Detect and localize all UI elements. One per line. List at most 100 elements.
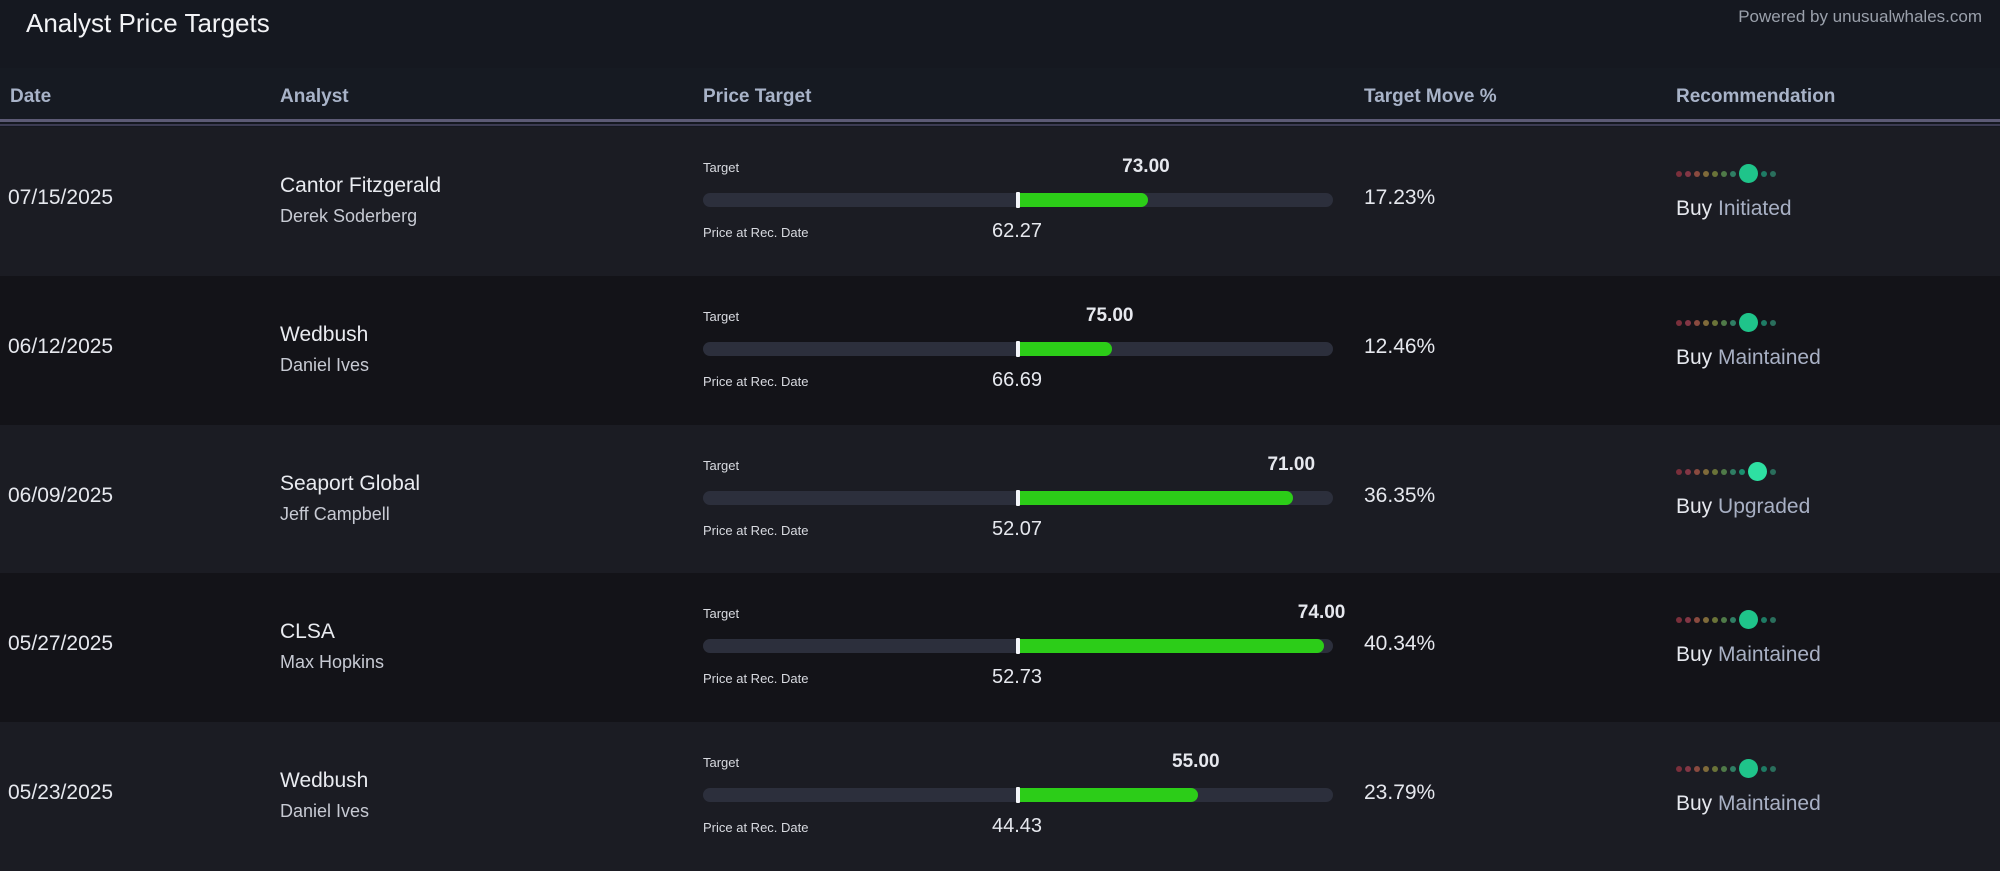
rating-dot: [1721, 171, 1727, 177]
table-row[interactable]: 06/12/2025 Wedbush Daniel Ives Target 75…: [0, 275, 2000, 425]
rating-dot: [1761, 319, 1767, 326]
table-header: Date Analyst Price Target Target Move % …: [0, 68, 2000, 120]
rating-dot: [1703, 468, 1709, 475]
rating-selected-dot: [1739, 759, 1758, 779]
rating-selected-dot: [1739, 610, 1758, 630]
rating-dot: [1694, 171, 1700, 177]
row-analyst: Daniel Ives: [280, 801, 370, 822]
price-at-rec-value: 66.69: [991, 368, 1043, 391]
rating-dot: [1676, 171, 1682, 177]
target-label: Target: [703, 160, 740, 175]
price-target-bar: Target 74.00 Price at Rec. Date 52.73: [703, 573, 1345, 721]
rating-dot: [1770, 617, 1776, 624]
rating-dot: [1730, 319, 1736, 326]
rating-dot: [1676, 766, 1682, 773]
header-divider-secondary: [0, 124, 2000, 126]
price-target-bar: Target 55.00 Price at Rec. Date 44.43: [703, 722, 1333, 870]
target-value: 73.00: [1122, 156, 1170, 177]
rating-dot: [1770, 468, 1776, 475]
rating-dot: [1685, 319, 1691, 326]
column-header-price-target[interactable]: Price Target: [703, 86, 812, 107]
recommendation-text: Buy Maintained: [1676, 346, 1821, 370]
rating-dot: [1712, 171, 1718, 177]
recommendation: Buy Maintained: [1676, 276, 1976, 424]
rating-dot: [1703, 171, 1709, 177]
rating-dot: [1730, 766, 1736, 773]
column-header-date[interactable]: Date: [10, 86, 52, 107]
recommendation: Buy Upgraded: [1676, 425, 1976, 573]
rec-price-marker: [1016, 340, 1020, 357]
rating-dot: [1685, 171, 1691, 177]
target-label: Target: [703, 457, 740, 473]
column-header-recommendation[interactable]: Recommendation: [1676, 86, 1836, 107]
row-analyst: Derek Soderberg: [280, 206, 418, 226]
powered-by-link[interactable]: Powered by unusualwhales.com: [1738, 7, 1982, 26]
recommendation-text: Buy Initiated: [1676, 197, 1792, 221]
rec-type: Maintained: [1718, 345, 1821, 369]
table-row[interactable]: 05/27/2025 CLSA Max Hopkins Target 74.00…: [0, 573, 2000, 723]
rec-type: Maintained: [1718, 792, 1821, 816]
rating-scale: [1676, 461, 1876, 482]
rating-dot: [1685, 468, 1691, 475]
price-at-rec-label: Price at Rec. Date: [703, 522, 809, 538]
table-row[interactable]: 05/23/2025 Wedbush Daniel Ives Target 55…: [0, 722, 2000, 871]
price-track: [703, 192, 1333, 208]
price-track: [703, 638, 1333, 655]
rating-selected-dot: [1739, 312, 1758, 332]
target-value: 55.00: [1172, 751, 1220, 773]
rating-dot: [1730, 617, 1736, 624]
rating-selected-dot: [1748, 461, 1767, 481]
row-firm: Wedbush: [280, 322, 369, 346]
table-body: 07/15/2025 Cantor Fitzgerald Derek Soder…: [0, 127, 2000, 871]
target-move-percent: 23.79%: [1364, 781, 1436, 805]
target-label: Target: [703, 308, 740, 324]
row-firm: Wedbush: [280, 769, 369, 793]
recommendation-text: Buy Maintained: [1676, 792, 1821, 816]
rating-dot: [1703, 766, 1709, 773]
rating-dot: [1712, 319, 1718, 326]
rec-action: Buy: [1676, 643, 1713, 667]
row-date: 07/15/2025: [8, 186, 114, 209]
price-at-rec-value: 52.07: [991, 517, 1043, 540]
rating-dot: [1761, 766, 1767, 773]
row-firm: CLSA: [280, 620, 335, 644]
column-header-target-move[interactable]: Target Move %: [1364, 86, 1497, 107]
rating-dot: [1730, 468, 1736, 475]
rec-action: Buy: [1676, 792, 1713, 816]
price-move-fill: [1017, 193, 1148, 207]
rating-dot: [1694, 617, 1700, 624]
rating-dot: [1694, 766, 1700, 773]
rating-scale: [1676, 610, 1876, 630]
price-target-bar: Target 73.00 Price at Rec. Date 62.27: [703, 127, 1333, 275]
rec-action: Buy: [1676, 494, 1713, 518]
price-target-bar: Target 75.00 Price at Rec. Date 66.69: [703, 276, 1333, 424]
row-date: 05/23/2025: [8, 781, 114, 805]
recommendation: Buy Initiated: [1676, 127, 1976, 275]
rating-dot: [1694, 468, 1700, 475]
rating-dot: [1721, 617, 1727, 624]
rating-dot: [1712, 468, 1718, 475]
table-row[interactable]: 07/15/2025 Cantor Fitzgerald Derek Soder…: [0, 127, 2000, 276]
price-track: [703, 787, 1333, 804]
row-date: 05/27/2025: [8, 632, 114, 656]
rec-type: Upgraded: [1718, 494, 1811, 518]
price-target-bar: Target 71.00 Price at Rec. Date 52.07: [703, 425, 1333, 573]
target-label: Target: [703, 755, 740, 771]
rec-action: Buy: [1676, 197, 1713, 220]
rating-dot: [1703, 617, 1709, 624]
target-value: 75.00: [1085, 304, 1134, 326]
price-at-rec-value: 52.73: [991, 666, 1043, 689]
price-move-fill: [1017, 490, 1294, 505]
column-header-analyst[interactable]: Analyst: [280, 86, 349, 107]
target-value: 74.00: [1297, 602, 1346, 624]
price-move-fill: [1017, 639, 1324, 654]
target-label: Target: [703, 606, 740, 622]
target-move-percent: 36.35%: [1364, 483, 1436, 507]
row-analyst: Max Hopkins: [280, 652, 385, 673]
price-at-rec-value: 44.43: [991, 815, 1043, 838]
rating-dot: [1761, 171, 1767, 177]
row-analyst: Daniel Ives: [280, 354, 370, 375]
table-row[interactable]: 06/09/2025 Seaport Global Jeff Campbell …: [0, 424, 2000, 574]
rating-dot: [1712, 766, 1718, 773]
target-move-percent: 12.46%: [1364, 334, 1436, 358]
